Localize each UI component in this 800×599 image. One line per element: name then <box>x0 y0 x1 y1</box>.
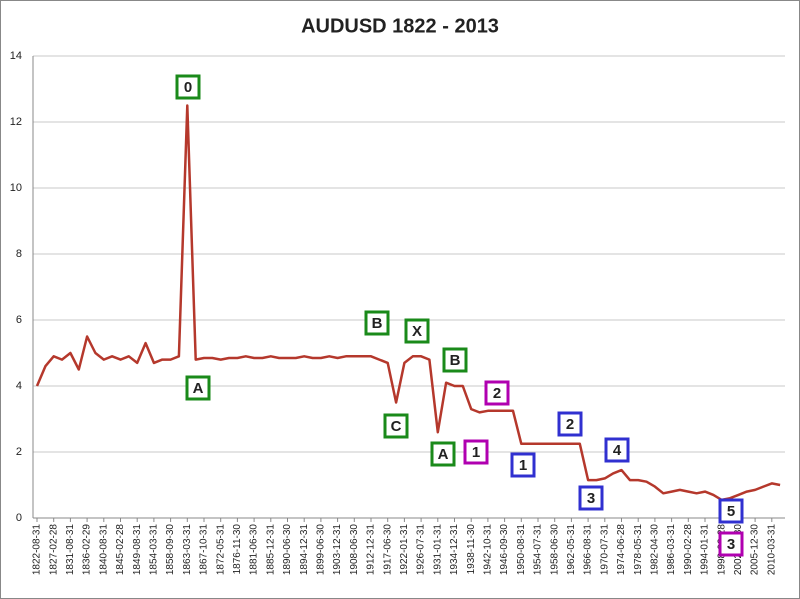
annotation: 4 <box>613 442 622 459</box>
annotation: A <box>438 446 449 463</box>
x-tick-label: 2005-12-30 <box>750 524 761 576</box>
annotation-box <box>185 375 211 401</box>
y-tick-label: 10 <box>10 182 22 194</box>
annotation-box <box>383 413 409 439</box>
annotation-box <box>404 318 430 344</box>
annotation: 3 <box>727 536 735 553</box>
x-tick-label: 1854-03-31 <box>149 524 160 576</box>
x-tick-label: 1931-01-31 <box>432 524 443 576</box>
x-tick-label: 1831-08-31 <box>65 524 76 576</box>
annotation: A <box>193 380 204 397</box>
x-tick-label: 1872-05-31 <box>215 524 226 576</box>
x-tick-label: 1827-02-28 <box>48 524 59 576</box>
annotation: 1 <box>472 444 480 461</box>
y-tick-label: 12 <box>10 116 22 128</box>
annotation: 5 <box>727 503 735 520</box>
annotation-box <box>430 441 456 467</box>
chart-title: AUDUSD 1822 - 2013 <box>301 15 499 37</box>
x-tick-label: 1986-03-31 <box>666 524 677 576</box>
x-tick-label: 1974-06-28 <box>616 524 627 576</box>
x-tick-label: 1885-12-31 <box>265 524 276 576</box>
x-tick-label: 1845-02-28 <box>115 524 126 576</box>
y-tick-label: 2 <box>16 446 22 458</box>
annotation-box <box>578 485 604 511</box>
annotation-box <box>604 437 630 463</box>
annotation-box <box>175 74 201 100</box>
annotation-box <box>484 380 510 406</box>
y-tick-label: 4 <box>16 380 22 392</box>
x-tick-label: 1922-01-31 <box>399 524 410 576</box>
x-tick-label: 1942-10-31 <box>483 524 494 576</box>
x-tick-label: 1858-09-30 <box>165 524 176 576</box>
x-tick-label: 1912-12-31 <box>366 524 377 576</box>
x-tick-label: 2010-03-31 <box>766 524 777 576</box>
y-tick-label: 0 <box>16 512 22 524</box>
annotation: 1 <box>519 457 527 474</box>
x-tick-label: 1836-02-29 <box>82 524 93 576</box>
x-tick-label: 1899-06-30 <box>316 524 327 576</box>
annotation-box <box>718 531 744 557</box>
x-tick-label: 1954-07-31 <box>533 524 544 576</box>
x-tick-label: 1903-12-31 <box>332 524 343 576</box>
y-tick-label: 6 <box>16 314 22 326</box>
y-tick-label: 8 <box>16 248 22 260</box>
x-tick-label: 1958-06-30 <box>549 524 560 576</box>
x-tick-label: 1876-11-30 <box>232 524 243 575</box>
x-tick-label: 1867-10-31 <box>199 524 210 576</box>
x-tick-label: 1849-08-31 <box>132 524 143 576</box>
x-tick-label: 1881-06-30 <box>249 524 260 576</box>
x-tick-label: 1863-03-31 <box>182 524 193 576</box>
x-tick-label: 1950-08-31 <box>516 524 527 576</box>
x-tick-label: 1990-02-28 <box>683 524 694 576</box>
x-tick-label: 1917-06-30 <box>382 524 393 576</box>
annotation-box <box>510 452 536 478</box>
x-tick-label: 1962-05-31 <box>566 524 577 576</box>
annotation-box <box>442 347 468 373</box>
annotation-box <box>557 411 583 437</box>
x-tick-label: 1978-05-31 <box>633 524 644 576</box>
x-tick-label: 1894-12-31 <box>299 524 310 576</box>
x-tick-label: 1946-09-30 <box>499 524 510 576</box>
x-tick-label: 1908-06-30 <box>349 524 360 576</box>
y-tick-label: 14 <box>10 50 22 62</box>
annotation-box <box>718 498 744 524</box>
x-tick-label: 1934-12-31 <box>449 524 460 576</box>
annotation: B <box>372 315 383 332</box>
annotation: 2 <box>566 416 574 433</box>
x-tick-label: 1982-04-30 <box>650 524 661 576</box>
line-series <box>35 104 781 502</box>
x-tick-label: 1890-06-30 <box>282 524 293 576</box>
x-tick-label: 1840-08-31 <box>98 524 109 576</box>
annotation-box <box>364 310 390 336</box>
x-tick-label: 1926-07-31 <box>416 524 427 576</box>
x-tick-label: 1994-01-31 <box>700 524 711 576</box>
annotation: 3 <box>587 490 595 507</box>
annotation: 0 <box>184 79 192 96</box>
annotation-box <box>463 439 489 465</box>
x-tick-label: 1970-07-31 <box>599 524 610 576</box>
annotation: X <box>412 323 422 340</box>
x-tick-label: 1938-11-30 <box>466 524 477 575</box>
annotation: B <box>450 352 461 369</box>
x-tick-label: 1822-08-31 <box>32 524 43 576</box>
annotation: C <box>391 418 402 435</box>
annotation: 2 <box>493 385 501 402</box>
x-tick-label: 1966-08-31 <box>583 524 594 576</box>
